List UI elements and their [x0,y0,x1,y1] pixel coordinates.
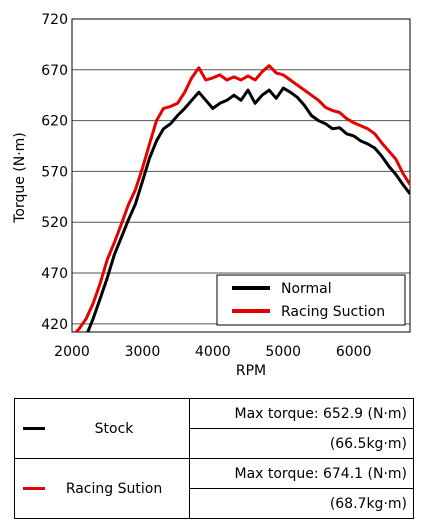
x-axis-label: RPM [236,363,266,379]
y-tick-label: 720 [41,12,68,28]
racing-line-swatch [23,487,45,490]
legend-label: Normal [281,281,332,297]
x-tick-label: 6000 [336,344,372,360]
torque-chart-svg: 420 470 520 570 620 670 720 2000 3000 4000 5000 600… [12,12,411,379]
y-tick-label: 670 [41,63,68,79]
legend-label: Racing Suction [281,304,385,320]
max-torque-kgm: (66.5kg·m) [189,428,414,459]
y-tick-label: 420 [41,317,68,333]
torque-summary-table: Stock Max torque: 652.9 (N·m) (66.5kg·m)… [14,398,414,519]
series-name-cell: Stock [14,398,190,459]
y-axis-label: Torque (N·m) [12,132,28,224]
x-tick-label: 5000 [265,344,301,360]
plot-frame [71,18,411,333]
series-line-0 [86,86,410,332]
max-torque-nm: Max torque: 652.9 (N·m) [189,398,414,429]
y-tick-label: 470 [41,266,68,282]
stock-line-swatch [23,427,45,430]
max-torque-kgm: (68.7kg·m) [189,488,414,519]
table-row-racing-kg: (68.7kg·m) [15,488,414,519]
y-tick-label: 520 [41,215,68,231]
max-torque-nm: Max torque: 674.1 (N·m) [189,458,414,489]
y-tick-label: 620 [41,114,68,130]
table-row-stock: Stock Max torque: 652.9 (N·m) [14,398,414,459]
series-name: Racing Sution [65,480,163,497]
series-name: Stock [94,420,134,437]
series-name-cell: Racing Sution [14,458,190,519]
x-tick-label: 2000 [54,344,90,360]
series-line-1 [73,64,410,332]
legend-box [216,274,406,326]
x-tick-label: 4000 [195,344,231,360]
table-row-racing: Racing Sution Max torque: 674.1 (N·m) [14,458,414,519]
x-tick-label: 3000 [125,344,161,360]
torque-chart: 420 470 520 570 620 670 720 2000 3000 4000 5000 600… [12,12,411,379]
y-tick-label: 570 [41,164,68,180]
chart-legend: Normal Racing Suction [216,274,406,326]
